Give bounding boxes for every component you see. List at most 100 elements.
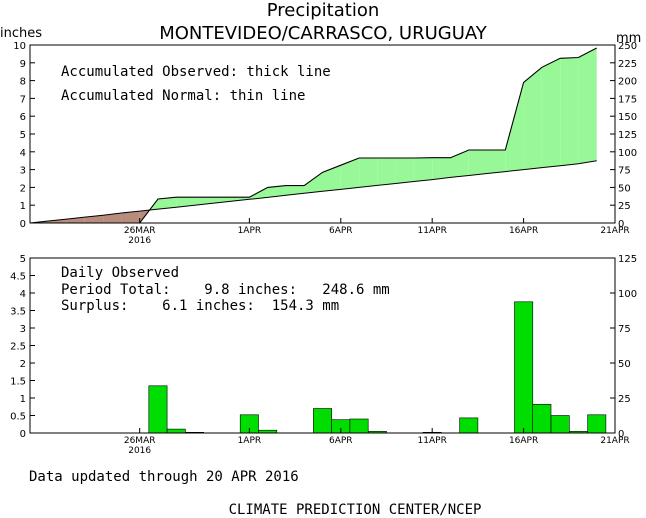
x-tick-label: 1APR bbox=[238, 226, 262, 236]
y-tick-label-in: 10 bbox=[13, 41, 26, 52]
y-tick-label-in: 2.5 bbox=[10, 342, 26, 353]
period-total: Period Total: 9.8 inches: 248.6 mm bbox=[61, 282, 390, 298]
y-tick-label-in: 3.5 bbox=[10, 307, 26, 318]
y-tick-label-in: 0 bbox=[20, 429, 26, 440]
y-tick-label-mm: 75 bbox=[618, 166, 631, 177]
y-tick-label-mm: 125 bbox=[618, 130, 637, 141]
y-tick-label-in: 4 bbox=[20, 289, 26, 300]
y-tick-label-in: 9 bbox=[20, 59, 26, 70]
deficit-area bbox=[66, 217, 85, 223]
surplus-area bbox=[468, 150, 487, 176]
y-tick-label-mm: 25 bbox=[618, 394, 631, 405]
y-tick-label-in: 1 bbox=[20, 201, 26, 212]
daily-bar bbox=[532, 403, 552, 434]
surplus-area bbox=[487, 150, 506, 174]
surplus-area bbox=[285, 185, 305, 196]
y-tick-label-mm: 50 bbox=[618, 183, 631, 194]
daily-title: Daily Observed bbox=[61, 265, 179, 281]
accumulated-panel: 0123456789100255075100125150175200225250… bbox=[13, 41, 637, 246]
surplus-area bbox=[304, 172, 323, 194]
surplus-area bbox=[359, 158, 378, 188]
daily-bar bbox=[459, 417, 479, 434]
y-tick-label-mm: 250 bbox=[618, 41, 637, 52]
surplus-area bbox=[541, 58, 561, 168]
surplus-area bbox=[377, 158, 396, 186]
surplus-area bbox=[158, 197, 177, 210]
y-tick-label-mm: 25 bbox=[618, 201, 631, 212]
y-tick-label-in: 7 bbox=[20, 94, 26, 105]
surplus-area bbox=[560, 57, 579, 166]
daily-bar bbox=[148, 385, 168, 434]
x-tick-label: 6APR bbox=[329, 436, 353, 446]
y-tick-label-mm: 125 bbox=[618, 254, 637, 265]
surplus-area bbox=[267, 185, 286, 198]
legend-observed: Accumulated Observed: thick line bbox=[61, 64, 331, 80]
y-tick-label-in: 0.5 bbox=[10, 412, 26, 423]
daily-bar bbox=[166, 428, 186, 434]
x-year-label: 2016 bbox=[128, 236, 151, 246]
bottom-x-axis: 26MAR 1APR 6APR 11APR 16APR 21APR 2016 bbox=[124, 428, 630, 456]
x-tick-label: 21APR bbox=[600, 226, 629, 236]
x-tick-label: 16APR bbox=[509, 436, 538, 446]
y-tick-label-in: 3 bbox=[20, 166, 26, 177]
y-tick-label-in: 4 bbox=[20, 148, 26, 159]
updated-text: Data updated through 20 APR 2016 bbox=[29, 469, 299, 485]
y-tick-label-mm: 200 bbox=[618, 77, 637, 88]
y-tick-label-mm: 0 bbox=[618, 219, 624, 230]
x-tick-label: 6APR bbox=[329, 226, 353, 236]
surplus-area bbox=[578, 48, 597, 164]
y-tick-label-mm: 75 bbox=[618, 324, 631, 335]
y-tick-label-in: 3 bbox=[20, 324, 26, 335]
daily-bar bbox=[514, 301, 534, 434]
surplus-area bbox=[176, 197, 195, 208]
x-tick-label: 11APR bbox=[418, 436, 447, 446]
y-tick-label-in: 1 bbox=[20, 394, 26, 405]
surplus-area bbox=[432, 157, 451, 180]
y-tick-label-in: 8 bbox=[20, 77, 26, 88]
surplus-area bbox=[523, 67, 542, 170]
x-tick-label: 1APR bbox=[238, 436, 262, 446]
y-tick-label-mm: 0 bbox=[618, 429, 624, 440]
y-tick-label-mm: 100 bbox=[618, 148, 637, 159]
y-tick-label-mm: 150 bbox=[618, 112, 637, 123]
y-tick-label-in: 2 bbox=[20, 183, 26, 194]
x-tick-label: 26MAR bbox=[124, 226, 156, 236]
x-year-label: 2016 bbox=[128, 446, 151, 456]
footer-credit: CLIMATE PREDICTION CENTER/NCEP bbox=[229, 502, 482, 518]
y-tick-label-in: 5 bbox=[20, 130, 26, 141]
daily-bar bbox=[349, 418, 369, 434]
daily-bar bbox=[313, 408, 332, 434]
legend-normal: Accumulated Normal: thin line bbox=[61, 88, 305, 104]
top-x-axis: 26MAR 1APR 6APR 11APR 16APR 21APR 2016 bbox=[124, 218, 630, 246]
daily-bars bbox=[148, 301, 607, 434]
left-unit-label: inches bbox=[0, 26, 42, 41]
y-tick-label-mm: 100 bbox=[618, 289, 637, 300]
y-tick-label-in: 2 bbox=[20, 359, 26, 370]
x-tick-label: 11APR bbox=[418, 226, 447, 236]
daily-bar bbox=[587, 414, 607, 434]
y-tick-label-mm: 225 bbox=[618, 59, 637, 70]
deficit-area bbox=[84, 215, 104, 223]
surplus-area bbox=[505, 82, 524, 172]
y-tick-label-in: 4.5 bbox=[10, 272, 26, 283]
right-unit-label: mm bbox=[616, 31, 641, 46]
surplus-area bbox=[395, 158, 414, 184]
area-fills bbox=[30, 48, 597, 223]
surplus-area bbox=[413, 157, 433, 182]
chart-subtitle: MONTEVIDEO/CARRASCO, URUGUAY bbox=[159, 23, 488, 44]
y-tick-label-in: 0 bbox=[20, 219, 26, 230]
daily-bar bbox=[550, 415, 570, 434]
deficit-area bbox=[121, 211, 140, 223]
surplus-area bbox=[231, 197, 250, 202]
y-tick-label-in: 1.5 bbox=[10, 377, 26, 388]
surplus-area bbox=[340, 158, 360, 190]
surplus-area bbox=[450, 150, 469, 178]
chart-title: Precipitation bbox=[267, 0, 380, 21]
surplus-area bbox=[322, 165, 341, 192]
normal-line bbox=[29, 160, 597, 224]
y-tick-label-mm: 175 bbox=[618, 94, 637, 105]
